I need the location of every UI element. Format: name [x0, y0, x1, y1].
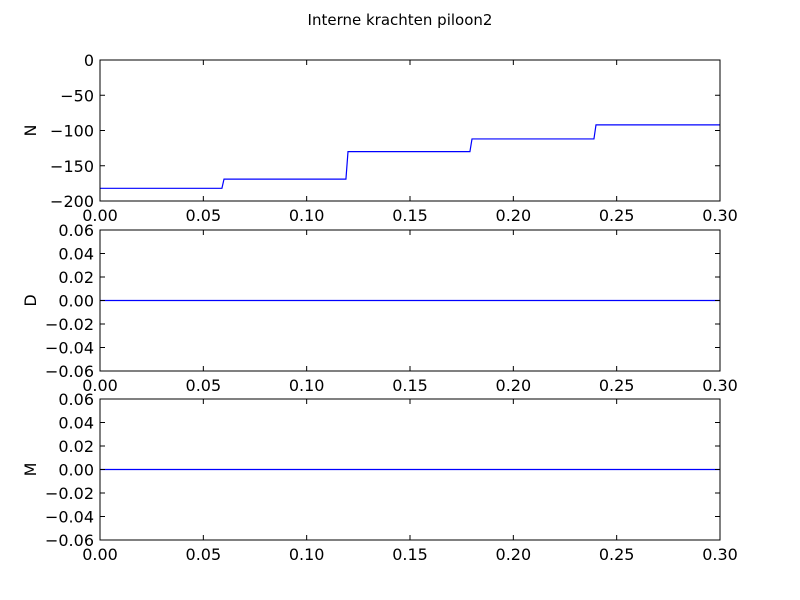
x-tick-label: 0.00: [82, 545, 118, 564]
y-tick-label: 0.04: [58, 414, 94, 433]
x-tick-label: 0.15: [392, 376, 428, 395]
y-axis-label: D: [21, 294, 40, 306]
x-tick-label: 0.25: [599, 376, 635, 395]
y-tick-label: −0.06: [45, 531, 94, 550]
y-tick-label: −100: [50, 122, 94, 141]
y-axis-label: N: [21, 125, 40, 137]
y-tick-label: −0.02: [45, 484, 94, 503]
y-tick-label: 0.00: [58, 292, 94, 311]
y-tick-label: 0.06: [58, 390, 94, 409]
y-tick-label: −150: [50, 157, 94, 176]
figure-title: Interne krachten piloon2: [308, 11, 493, 29]
x-tick-label: 0.25: [599, 545, 635, 564]
x-tick-label: 0.05: [186, 545, 222, 564]
y-tick-label: −200: [50, 192, 94, 211]
x-tick-label: 0.00: [82, 376, 118, 395]
x-tick-label: 0.20: [496, 206, 532, 225]
x-tick-label: 0.10: [289, 206, 325, 225]
x-tick-label: 0.30: [702, 206, 738, 225]
x-tick-label: 0.05: [186, 206, 222, 225]
x-tick-label: 0.15: [392, 545, 428, 564]
x-tick-label: 0.05: [186, 376, 222, 395]
x-tick-label: 0.10: [289, 545, 325, 564]
y-tick-label: −0.06: [45, 362, 94, 381]
x-tick-label: 0.10: [289, 376, 325, 395]
y-tick-label: −0.02: [45, 315, 94, 334]
y-axis-label: M: [21, 463, 40, 477]
y-tick-label: 0.04: [58, 245, 94, 264]
y-tick-label: 0.02: [58, 268, 94, 287]
x-tick-label: 0.20: [496, 376, 532, 395]
y-tick-label: −50: [60, 86, 94, 105]
y-tick-label: 0.02: [58, 437, 94, 456]
x-tick-label: 0.00: [82, 206, 118, 225]
y-tick-label: 0.00: [58, 461, 94, 480]
x-tick-label: 0.30: [702, 376, 738, 395]
subplot-d: 0.00 0.05 0.10 0.15 0.20 0.25 0.30 0.06 0.04 0.02…: [21, 221, 738, 395]
x-tick-label: 0.25: [599, 206, 635, 225]
x-tick-label: 0.15: [392, 206, 428, 225]
series-line: [100, 124, 720, 189]
subplot-n: 0.00 0.05 0.10 0.15 0.20 0.25 0.30 0 −50 −100 −150…: [21, 51, 738, 225]
x-tick-label: 0.30: [702, 545, 738, 564]
x-tick-label: 0.20: [496, 545, 532, 564]
y-tick-label: −0.04: [45, 508, 94, 527]
subplots: 0.00 0.05 0.10 0.15 0.20 0.25 0.30 0 −50 −100 −150…: [21, 51, 738, 564]
y-tick-label: 0: [84, 51, 94, 70]
subplot-m: 0.00 0.05 0.10 0.15 0.20 0.25 0.30 0.06 0.04 0.02…: [21, 390, 738, 564]
y-tick-label: 0.06: [58, 221, 94, 240]
y-tick-label: −0.04: [45, 339, 94, 358]
